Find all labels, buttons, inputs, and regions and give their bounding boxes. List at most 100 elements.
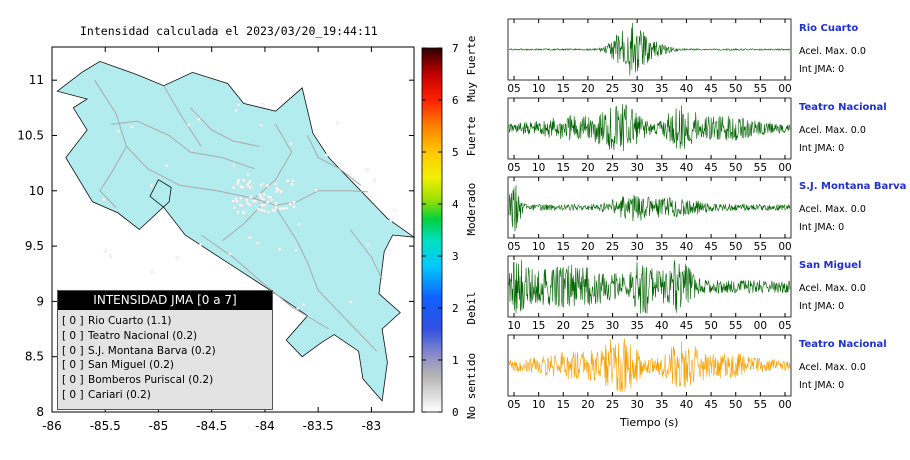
- trace-station-name: Teatro Nacional: [799, 102, 887, 113]
- trace-x-tick-label: 10: [532, 399, 545, 411]
- colorbar-tick-label: 3: [452, 250, 459, 263]
- trace-x-tick-label: 20: [581, 162, 594, 174]
- station-dot: [259, 183, 263, 187]
- colorbar-tick-label: 2: [452, 302, 459, 315]
- trace-x-tick-label: 45: [704, 399, 717, 411]
- legend-item-label: Teatro Nacional (0.2): [88, 329, 198, 342]
- legend-item: [ 0 ] San Miguel (0.2): [62, 359, 174, 371]
- trace-x-tick-label: 45: [704, 83, 717, 95]
- station-dot: [253, 199, 258, 204]
- station-dot: [259, 208, 264, 212]
- map-y-tick-label: 8: [36, 405, 44, 419]
- map-x-tick-label: -84: [255, 419, 275, 433]
- station-dot: [275, 186, 279, 191]
- trace-max-acceleration: Acel. Max. 0.0: [799, 362, 866, 373]
- map-x-tick-label: -83: [362, 419, 382, 433]
- station-dot: [281, 206, 286, 211]
- station-dot: [259, 203, 264, 207]
- station-dot: [261, 197, 266, 201]
- legend-item-label: San Miguel (0.2): [88, 359, 174, 372]
- trace-x-tick-label: 45: [704, 241, 717, 253]
- trace-x-tick-label: 15: [557, 241, 570, 253]
- station-dot: [286, 178, 290, 183]
- station-dot: [237, 102, 241, 107]
- station-dot: [294, 248, 298, 253]
- trace-x-tick-label: 30: [630, 83, 643, 95]
- station-dot: [257, 192, 262, 197]
- trace-x-tick-label: 30: [630, 399, 643, 411]
- seismogram-trace: [508, 22, 791, 76]
- map-x-tick-label: -84.5: [196, 419, 227, 433]
- station-dot: [265, 183, 270, 188]
- station-dot: [271, 208, 275, 212]
- road-line: [349, 229, 383, 280]
- trace-x-tick-label: 00: [778, 241, 791, 253]
- trace-x-tick-label: 20: [581, 241, 594, 253]
- seismogram-trace: [508, 185, 791, 232]
- station-dot: [273, 182, 277, 186]
- station-dot: [199, 242, 203, 246]
- station-dot: [274, 189, 279, 194]
- trace-jma-intensity: Int JMA: 0: [799, 301, 845, 312]
- station-dot: [234, 108, 238, 113]
- station-dot: [297, 222, 301, 226]
- station-dot: [261, 203, 265, 207]
- colorbar-category-label: Debil: [465, 291, 478, 324]
- station-dot: [116, 129, 121, 133]
- trace-panel-frame: [507, 97, 792, 160]
- station-dot: [244, 198, 249, 202]
- road-line: [94, 79, 255, 199]
- station-dot: [249, 194, 253, 199]
- trace-x-tick-label: 35: [655, 399, 668, 411]
- road-line: [253, 124, 293, 199]
- road-line: [99, 146, 127, 208]
- trace-x-tick-label: 55: [754, 241, 767, 253]
- trace-x-tick-label: 40: [680, 162, 693, 174]
- trace-x-tick-label: 25: [581, 320, 594, 332]
- trace-max-acceleration: Acel. Max. 0.0: [799, 46, 866, 57]
- trace-x-tick-label: 35: [655, 241, 668, 253]
- station-dot: [241, 185, 245, 190]
- station-dot: [247, 235, 252, 240]
- trace-x-tick-label: 25: [606, 83, 619, 95]
- colorbar-category-label: Moderado: [465, 183, 478, 236]
- trace-x-tick-label: 25: [606, 241, 619, 253]
- station-dot: [103, 249, 108, 253]
- station-dot: [277, 247, 282, 252]
- station-dot: [296, 306, 300, 310]
- station-dot: [236, 181, 240, 186]
- trace-x-tick-label: 05: [778, 320, 791, 332]
- trace-x-tick-label: 15: [557, 83, 570, 95]
- seismogram-trace: [508, 259, 791, 314]
- trace-x-tick-label: 20: [557, 320, 570, 332]
- station-dot: [242, 209, 247, 214]
- station-dot: [241, 211, 246, 215]
- trace-x-tick-label: 00: [778, 162, 791, 174]
- colorbar-tick-label: 0: [452, 406, 459, 419]
- station-dot: [260, 182, 264, 186]
- station-dot: [259, 196, 264, 201]
- station-dot: [335, 121, 340, 125]
- map-y-tick-label: 9.5: [25, 239, 44, 253]
- station-dot: [255, 241, 260, 245]
- station-dot: [259, 123, 263, 127]
- trace-x-tick-label: 50: [729, 83, 742, 95]
- station-dot: [238, 203, 243, 207]
- intensity-legend: INTENSIDAD JMA [0 a 7] [ 0 ] Rio Cuarto (…: [57, 290, 273, 410]
- station-dot: [393, 208, 397, 213]
- trace-x-tick-label: 25: [606, 399, 619, 411]
- trace-x-tick-label: 35: [655, 162, 668, 174]
- station-dot: [266, 210, 271, 214]
- map-y-tick-label: 10: [29, 184, 44, 198]
- station-dot: [241, 209, 246, 214]
- station-dot: [292, 204, 296, 209]
- legend-item: [ 0 ] S.J. Montana Barva (0.2): [62, 345, 216, 357]
- station-dot: [130, 125, 134, 129]
- legend-item-label: S.J. Montana Barva (0.2): [88, 344, 216, 357]
- station-dot: [285, 206, 289, 210]
- road-line: [275, 207, 378, 352]
- trace-panel-frame: [507, 334, 792, 397]
- station-dot: [269, 197, 274, 202]
- legend-item-label: Bomberos Puriscal (0.2): [88, 374, 214, 387]
- trace-station-name: San Miguel: [799, 260, 862, 271]
